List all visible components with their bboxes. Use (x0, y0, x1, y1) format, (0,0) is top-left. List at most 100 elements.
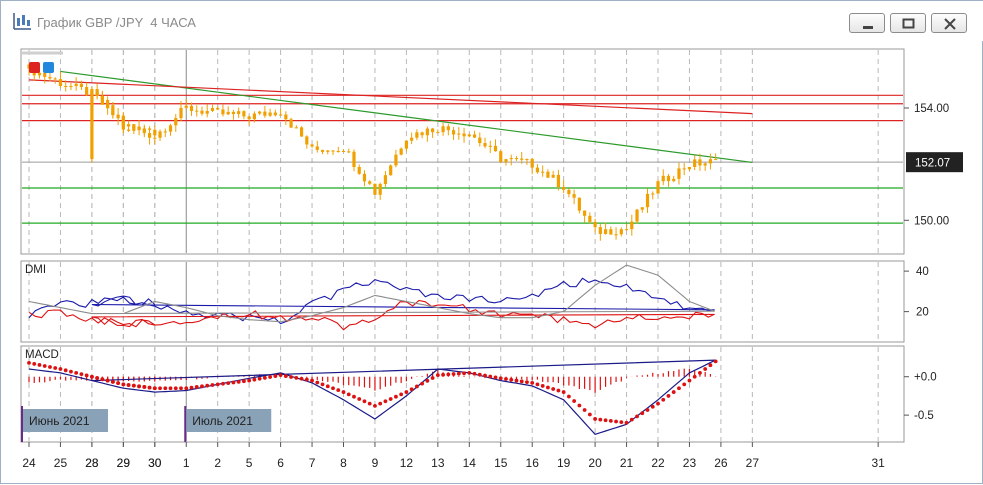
candle-body (546, 171, 550, 178)
candle (268, 108, 272, 117)
candle (368, 180, 372, 186)
candle-body (703, 163, 707, 166)
price-tick-label: 150.00 (914, 215, 949, 227)
candle (299, 126, 304, 138)
dmi-pane[interactable]: DMI 40 20 (20, 260, 929, 343)
close-button[interactable] (931, 13, 967, 33)
x-tick-label: 21 (620, 456, 634, 470)
candle (383, 171, 388, 187)
maximize-icon (902, 18, 915, 29)
macd-signal-dot (90, 374, 94, 379)
x-tick-label: 29 (117, 456, 131, 470)
candle (467, 133, 471, 138)
red-trendline (28, 79, 753, 115)
candle (520, 152, 524, 164)
candle (179, 100, 183, 122)
candle (682, 162, 686, 176)
macd-signal-dot (346, 392, 351, 397)
x-tick-label: 19 (557, 456, 571, 470)
candle-body (598, 227, 602, 234)
candle (404, 140, 408, 152)
candle-body (577, 197, 581, 211)
x-axis: 24 25 28 29 30 1 2 5 6 7 8 9 12 13 14 15 16 19 20 21 22 23 26 2… (22, 442, 885, 470)
x-tick-label: 2 (214, 456, 221, 470)
candle-body (451, 130, 456, 135)
macd-frame (20, 345, 905, 443)
macd-signal-dot (394, 394, 398, 399)
macd-signal-dot (205, 383, 210, 388)
macd-signal-dot (32, 362, 37, 366)
dmi-tick-label: 20 (916, 307, 929, 319)
candle (603, 222, 608, 235)
macd-signal-dot (708, 363, 713, 368)
overlays: Июнь 2021 Июль 2021 (21, 406, 272, 442)
title-bar[interactable]: График GBP /JPY 4 ЧАСА (1, 1, 983, 41)
macd-signal-dot (121, 382, 126, 387)
candle-body (268, 112, 272, 116)
candle-body (352, 151, 356, 168)
price-pane[interactable]: 154.00 150.00 152.07 (20, 48, 963, 255)
macd-signal-dot (221, 381, 225, 386)
macd-pane[interactable]: MACD +0.0 -0.5 (20, 345, 937, 443)
x-tick-label: 16 (526, 456, 540, 470)
candle-body (305, 136, 309, 145)
macd-signal-dot (462, 371, 466, 376)
macd-signal-dot (640, 411, 645, 416)
candle-body (362, 173, 367, 182)
macd-signal-dot (572, 399, 577, 403)
macd-signal-dot (577, 403, 582, 408)
macd-signal-dot (593, 417, 597, 421)
macd-signal-dot (257, 376, 262, 381)
macd-signal-dot (504, 377, 508, 381)
candle-body (499, 151, 503, 163)
candle-body (630, 221, 634, 230)
candle-body (357, 167, 361, 174)
candle-body (640, 207, 644, 210)
candle (226, 106, 230, 116)
candle-body (551, 174, 555, 178)
candle (137, 120, 141, 136)
x-tick-label: 22 (651, 456, 665, 470)
x-tick-label: 5 (246, 456, 253, 470)
candle (331, 150, 335, 155)
candle-body (593, 221, 597, 228)
candle-body (425, 128, 429, 136)
candle (462, 127, 466, 143)
candle-body (609, 229, 613, 235)
candle (614, 227, 618, 240)
candle-body (347, 151, 351, 153)
candle-body (43, 72, 47, 77)
candle-body (331, 150, 335, 152)
candle-body (64, 85, 68, 87)
minimize-button[interactable] (849, 13, 885, 33)
candle-body (126, 129, 131, 131)
candle (64, 80, 68, 92)
candle-body (572, 194, 576, 198)
candle (567, 188, 571, 198)
candle (619, 227, 623, 237)
macd-signal-dot (210, 383, 215, 387)
candle (126, 120, 131, 129)
macd-signal-dot (179, 386, 183, 391)
macd-signal-dot (488, 374, 493, 379)
macd-signal-dot (656, 401, 660, 406)
candle-body (37, 72, 42, 76)
candle (174, 114, 178, 132)
macd-signal-dot (147, 385, 152, 390)
candle (514, 156, 519, 161)
candle-body (252, 113, 256, 120)
macd-signal-dot (698, 370, 702, 375)
candle-body (394, 154, 398, 166)
candle-body (320, 149, 325, 152)
x-tick-label: 1 (183, 456, 190, 470)
candle-body (116, 115, 120, 119)
macd-signal-dot (74, 370, 79, 375)
macd-signal-dot (624, 420, 629, 425)
macd-signal-dot (310, 378, 314, 383)
x-tick-label: 27 (746, 456, 760, 470)
dmi-tick-label: 40 (916, 266, 929, 278)
x-tick-label: 26 (714, 456, 728, 470)
candle-body (273, 112, 277, 116)
maximize-button[interactable] (890, 13, 926, 33)
